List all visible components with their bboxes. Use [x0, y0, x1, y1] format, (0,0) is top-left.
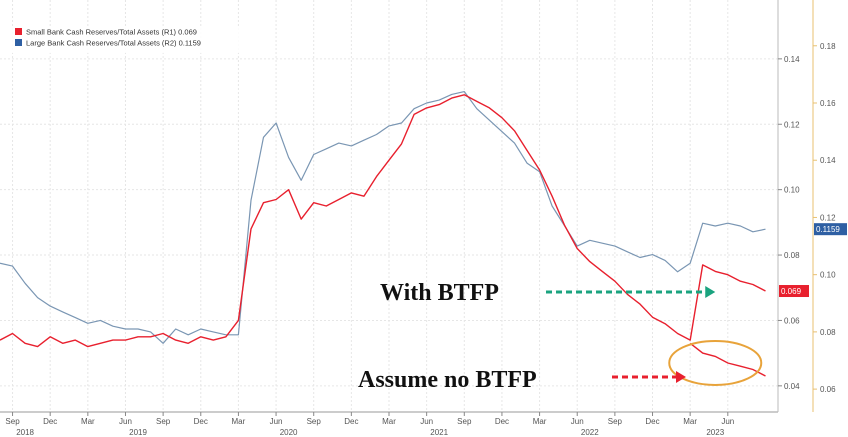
- x-tick-label: Mar: [533, 417, 547, 426]
- y-tick-label-r1: 0.06: [784, 316, 800, 325]
- x-tick-label: Sep: [307, 417, 322, 426]
- x-tick-label: Sep: [5, 417, 20, 426]
- small-bank-last-value-text: 0.069: [781, 287, 802, 296]
- y-tick-label-r2: 0.10: [820, 271, 836, 280]
- x-tick-label: Jun: [420, 417, 433, 426]
- x-tick-label: Sep: [608, 417, 623, 426]
- y-tick-label-r1: 0.04: [784, 382, 800, 391]
- series: [0, 91, 766, 377]
- y-tick-label-r2: 0.18: [820, 42, 836, 51]
- x-tick-label: Mar: [232, 417, 246, 426]
- x-year-label: 2020: [280, 428, 298, 437]
- x-tick-label: Mar: [683, 417, 697, 426]
- y-tick-label-r1: 0.10: [784, 186, 800, 195]
- x-year-label: 2021: [430, 428, 448, 437]
- x-tick-label: Sep: [457, 417, 472, 426]
- x-tick-label: Jun: [270, 417, 283, 426]
- small-bank-series-line: [0, 94, 766, 348]
- legend-swatch: [15, 28, 22, 35]
- x-tick-label: Jun: [119, 417, 132, 426]
- legend-entry: Large Bank Cash Reserves/Total Assets (R…: [26, 39, 201, 48]
- y-tick-label-r1: 0.14: [784, 55, 800, 64]
- x-tick-label: Jun: [721, 417, 734, 426]
- with-btfp-arrow-head: [705, 286, 716, 298]
- legend: Small Bank Cash Reserves/Total Assets (R…: [12, 27, 252, 53]
- x-tick-label: Dec: [645, 417, 659, 426]
- x-tick-label: Mar: [81, 417, 95, 426]
- last-value-badges: 0.069 0.1159: [779, 223, 847, 298]
- large-bank-last-value-text: 0.1159: [816, 225, 840, 234]
- no-btfp-arrow-head: [676, 371, 686, 383]
- highlight-ellipse: [668, 339, 763, 386]
- y-tick-label-r2: 0.12: [820, 213, 836, 222]
- annotation-with-btfp: With BTFP: [380, 280, 499, 306]
- x-year-label: 2018: [16, 428, 34, 437]
- y-tick-label-r1: 0.08: [784, 251, 800, 260]
- large-bank-series-line: [0, 91, 766, 344]
- x-tick-label: Dec: [344, 417, 358, 426]
- x-axis-ticks: Sep Dec Mar Jun Sep Dec Mar Jun Sep Dec Mar Jun Sep D…: [5, 412, 734, 437]
- y-tick-label-r2: 0.16: [820, 99, 836, 108]
- y-tick-label-r1: 0.12: [784, 120, 800, 129]
- y-tick-label-r2: 0.06: [820, 385, 836, 394]
- legend-entry: Small Bank Cash Reserves/Total Assets (R…: [26, 28, 197, 37]
- legend-box: [12, 27, 252, 53]
- small-bank-last-value-badge: [779, 285, 809, 298]
- no-btfp-projection-line: [689, 342, 766, 377]
- x-tick-label: Mar: [382, 417, 396, 426]
- x-tick-label: Sep: [156, 417, 171, 426]
- annotation-assume-no-btfp: Assume no BTFP: [358, 367, 537, 393]
- y-tick-label-r2: 0.14: [820, 156, 836, 165]
- x-year-label: 2022: [581, 428, 599, 437]
- x-tick-label: Dec: [495, 417, 509, 426]
- y-axis-ticks: 0.04 0.06 0.08 0.10 0.12 0.14 0.06 0.08 0.10 0.12…: [778, 42, 836, 394]
- x-tick-label: Dec: [43, 417, 57, 426]
- x-tick-label: Jun: [571, 417, 584, 426]
- grid: [0, 0, 778, 412]
- x-year-label: 2023: [706, 428, 724, 437]
- large-bank-last-value-badge: [814, 223, 847, 236]
- legend-swatch: [15, 39, 22, 46]
- annotations: With BTFP Assume no BTFP: [358, 280, 763, 393]
- x-tick-label: Dec: [194, 417, 208, 426]
- y-tick-label-r2: 0.08: [820, 328, 836, 337]
- x-year-label: 2019: [129, 428, 147, 437]
